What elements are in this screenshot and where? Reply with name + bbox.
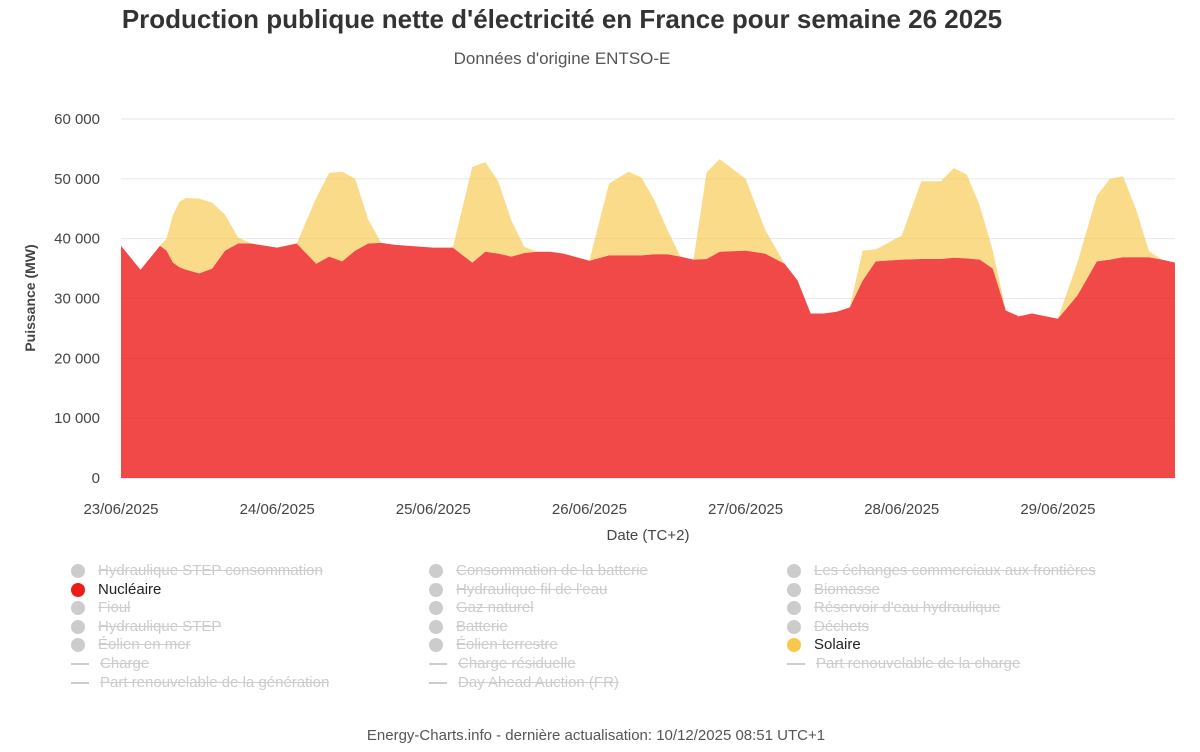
- legend-dot-icon: [429, 564, 443, 578]
- legend-dot-icon: [71, 582, 85, 597]
- legend-item-solaire[interactable]: Solaire: [787, 636, 861, 654]
- footer-credit: Energy-Charts.info - dernière actualisat…: [366, 727, 826, 744]
- legend-line-icon: [429, 663, 447, 665]
- x-axis-ticks: 23/06/2025 24/06/2025 25/06/2025 26/06/2025…: [83, 501, 1095, 518]
- legend-dot-icon: [429, 619, 443, 634]
- x-tick-label: 26/06/2025: [552, 501, 627, 518]
- legend-line-icon: [429, 681, 447, 684]
- legend-label: Éolien en mer: [98, 636, 191, 654]
- legend-label: Part renouvelable de la charge: [816, 655, 1021, 672]
- legend-label: Hydraulique fil de l'eau: [456, 580, 608, 598]
- legend-dot-icon: [787, 619, 801, 634]
- legend-item-consommation-de-la-batterie[interactable]: Consommation de la batterie: [429, 562, 648, 580]
- y-tick-label: 30 000: [54, 291, 100, 308]
- legend-label: Part renouvelable de la génération: [100, 673, 330, 691]
- legend-item-gaz-naturel[interactable]: Gaz naturel: [429, 599, 534, 617]
- legend-dot-icon: [71, 564, 85, 578]
- legend-line-icon: [787, 663, 805, 665]
- y-axis-label: Puissance (MW): [22, 244, 38, 351]
- legend-item-hydraulique-step-consommation[interactable]: Hydraulique STEP consommation: [71, 562, 323, 580]
- legend-item-charge-residuelle[interactable]: Charge résiduelle: [429, 655, 576, 673]
- legend-item-reservoir-d-eau-hydraulique[interactable]: Réservoir d'eau hydraulique: [787, 599, 1000, 617]
- chart-subtitle: Données d'origine ENTSO-E: [453, 49, 671, 68]
- y-tick-label: 20 000: [54, 350, 100, 367]
- legend-item-day-ahead-auction-fr[interactable]: Day Ahead Auction (FR): [429, 674, 619, 692]
- legend-item-nucleaire[interactable]: Nucléaire: [71, 581, 161, 599]
- legend-item-part-renouvelable-de-la-generation[interactable]: Part renouvelable de la génération: [71, 674, 329, 692]
- legend-dot-icon: [787, 564, 801, 578]
- legend-label: Batterie: [456, 617, 508, 635]
- legend-item-biomasse[interactable]: Biomasse: [787, 581, 880, 599]
- area-nucleaire[interactable]: [121, 242, 1175, 478]
- legend-item-eolien-terrestre[interactable]: Éolien terrestre: [429, 636, 558, 654]
- y-tick-label: 10 000: [54, 410, 100, 427]
- legend-label: Hydraulique STEP: [98, 617, 222, 635]
- legend-label: Consommation de la batterie: [456, 562, 648, 579]
- legend-dot-icon: [429, 638, 443, 653]
- legend-line-icon: [71, 681, 89, 684]
- y-axis-ticks: 0 10 000 20 000 30 000 40 000 50 000 60 000: [54, 111, 100, 487]
- legend-item-eolien-en-mer[interactable]: Éolien en mer: [71, 636, 191, 654]
- x-tick-label: 28/06/2025: [864, 501, 939, 518]
- legend-item-les-echanges-commerciaux-aux-frontieres[interactable]: Les échanges commerciaux aux frontières: [787, 562, 1096, 580]
- legend-label: Fioul: [98, 599, 131, 617]
- x-axis-label: Date (TC+2): [607, 527, 690, 544]
- series-areas: [121, 159, 1175, 478]
- legend-label: Les échanges commerciaux aux frontières: [814, 562, 1096, 579]
- chart-title: Production publique nette d'électricité …: [121, 4, 1003, 34]
- y-tick-label: 0: [92, 470, 100, 487]
- chart-canvas: 0 10 000 20 000 30 000 40 000 50 000 60 000 23…: [22, 111, 1175, 544]
- legend-label: Réservoir d'eau hydraulique: [814, 599, 1001, 617]
- legend-item-charge[interactable]: Charge: [71, 655, 149, 673]
- x-tick-label: 29/06/2025: [1020, 501, 1095, 518]
- legend-dot-icon: [787, 582, 801, 597]
- legend-label: Day Ahead Auction (FR): [458, 673, 619, 691]
- legend-dot-icon: [71, 601, 85, 616]
- legend-label: Biomasse: [814, 580, 880, 598]
- y-tick-label: 60 000: [54, 111, 100, 128]
- legend-item-dechets[interactable]: Déchets: [787, 618, 869, 636]
- legend-label: Solaire: [814, 636, 861, 654]
- legend-dot-icon: [787, 638, 801, 653]
- x-tick-label: 25/06/2025: [396, 501, 471, 518]
- y-tick-label: 50 000: [54, 171, 100, 188]
- x-tick-label: 24/06/2025: [240, 501, 315, 518]
- legend-dot-icon: [429, 582, 443, 597]
- x-tick-label: 23/06/2025: [83, 501, 158, 518]
- legend-label: Charge résiduelle: [458, 655, 576, 672]
- legend-item-batterie[interactable]: Batterie: [429, 618, 508, 636]
- legend-dot-icon: [71, 619, 85, 634]
- legend-label: Hydraulique STEP consommation: [98, 562, 323, 579]
- legend-item-fioul[interactable]: Fioul: [71, 599, 131, 617]
- legend-label: Nucléaire: [98, 580, 162, 598]
- area-solaire[interactable]: [121, 159, 1175, 319]
- legend-line-icon: [71, 663, 89, 665]
- legend-item-part-renouvelable-de-la-charge[interactable]: Part renouvelable de la charge: [787, 655, 1020, 673]
- legend-label: Charge: [100, 655, 150, 672]
- legend-item-hydraulique-fil-de-l-eau[interactable]: Hydraulique fil de l'eau: [429, 581, 607, 599]
- legend-dot-icon: [429, 601, 443, 616]
- legend-label: Éolien terrestre: [456, 636, 558, 654]
- legend-label: Gaz naturel: [456, 599, 534, 617]
- legend-item-hydraulique-step[interactable]: Hydraulique STEP: [71, 618, 221, 636]
- x-tick-label: 27/06/2025: [708, 501, 783, 518]
- legend-dot-icon: [71, 638, 85, 653]
- legend-dot-icon: [787, 601, 801, 616]
- y-tick-label: 40 000: [54, 231, 100, 248]
- legend-label: Déchets: [814, 617, 870, 635]
